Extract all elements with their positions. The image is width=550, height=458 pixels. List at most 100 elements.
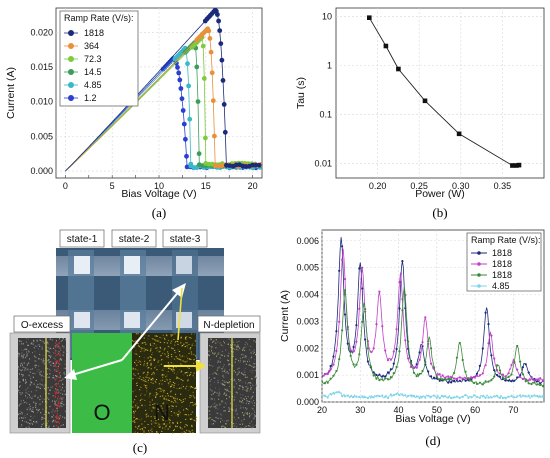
texture-dot	[229, 410, 231, 412]
texture-dot	[37, 386, 39, 388]
texture-dot	[178, 358, 180, 360]
texture-dot	[20, 369, 22, 371]
texture-dot	[137, 373, 139, 375]
texture-dot	[245, 386, 247, 388]
texture-dot	[62, 384, 64, 386]
texture-dot	[134, 422, 136, 424]
texture-dot	[171, 356, 173, 358]
texture-dot	[134, 389, 136, 391]
point-d-2	[372, 374, 375, 377]
texture-dot	[55, 346, 57, 348]
texture-dot	[40, 339, 42, 341]
texture-dot	[180, 371, 182, 373]
texture-dot	[185, 418, 187, 420]
texture-dot	[242, 394, 244, 396]
texture-dot	[19, 413, 21, 415]
texture-dot	[38, 344, 40, 346]
texture-dot	[244, 374, 246, 376]
texture-dot	[140, 333, 142, 335]
texture-dot	[144, 405, 146, 406]
texture-dot	[42, 341, 44, 343]
legend-d-marker	[477, 273, 481, 277]
texture-dot	[22, 364, 23, 366]
texture-dot	[171, 369, 173, 371]
texture-dot	[250, 345, 252, 348]
texture-dot	[62, 424, 64, 426]
texture-dot	[176, 376, 178, 378]
texture-dot	[146, 381, 148, 383]
texture-dot	[241, 372, 243, 375]
texture-dot	[169, 426, 171, 428]
texture-dot	[193, 362, 195, 364]
texture-dot	[30, 380, 32, 382]
texture-dot	[190, 413, 192, 415]
texture-dot	[27, 422, 28, 424]
texture-dot	[189, 387, 191, 389]
texture-dot	[175, 413, 177, 415]
point-d-2	[424, 360, 427, 364]
texture-dot	[146, 364, 148, 366]
point-a-1818	[218, 41, 224, 46]
point-d-3	[407, 394, 410, 397]
texture-dot	[33, 343, 35, 345]
texture-dot	[225, 381, 227, 383]
texture-dot	[230, 345, 232, 347]
point-b	[514, 163, 519, 168]
point-d-3	[338, 391, 341, 394]
texture-dot	[178, 410, 180, 412]
texture-dot	[61, 399, 63, 401]
texture-dot	[187, 389, 190, 391]
point-d-2	[467, 377, 470, 380]
texture-dot	[139, 364, 142, 365]
x-tick-label-b: 0.20	[369, 181, 387, 191]
texture-dot	[56, 388, 58, 390]
legend-d-entry: 1818	[492, 270, 512, 280]
texture-dot	[26, 341, 28, 343]
point-d-0	[392, 362, 395, 365]
texture-dot	[152, 358, 155, 360]
texture-dot	[172, 432, 174, 434]
texture-dot	[238, 340, 240, 342]
texture-dot	[189, 373, 191, 375]
point-d-1	[487, 342, 490, 345]
point-b	[422, 98, 428, 104]
texture-dot	[181, 345, 183, 347]
texture-dot	[52, 409, 54, 411]
texture-dot	[29, 385, 31, 387]
line-d-2	[322, 286, 544, 387]
texture-dot	[175, 401, 177, 403]
texture-dot	[57, 395, 59, 398]
texture-dot	[40, 375, 42, 377]
texture-dot	[30, 419, 32, 421]
texture-dot	[173, 358, 176, 360]
texture-dot	[50, 354, 52, 356]
texture-dot	[253, 363, 255, 365]
point-d-3	[323, 394, 326, 397]
texture-dot	[135, 359, 137, 361]
texture-dot	[18, 413, 20, 415]
x-tick-label-a: 5	[110, 181, 115, 191]
texture-dot	[59, 425, 61, 427]
texture-dot	[237, 346, 239, 348]
texture-dot	[36, 345, 38, 347]
state-label-2: state-2	[111, 229, 157, 248]
texture-dot	[244, 360, 246, 362]
texture-dot	[256, 377, 257, 379]
texture-dot	[150, 420, 152, 422]
texture-dot	[167, 399, 169, 401]
texture-dot	[64, 417, 66, 419]
texture-dot	[192, 375, 194, 377]
texture-dot	[139, 402, 141, 404]
texture-dot	[195, 420, 197, 422]
point-d-2	[395, 365, 398, 369]
texture-dot	[137, 369, 139, 371]
texture-dot	[153, 373, 155, 375]
texture-dot	[254, 366, 256, 368]
texture-dot	[160, 395, 162, 397]
texture-dot	[191, 418, 193, 420]
texture-dot	[46, 373, 48, 375]
texture-dot	[216, 373, 217, 375]
texture-dot	[35, 385, 37, 387]
texture-dot	[184, 346, 186, 348]
texture-dot	[155, 395, 157, 397]
